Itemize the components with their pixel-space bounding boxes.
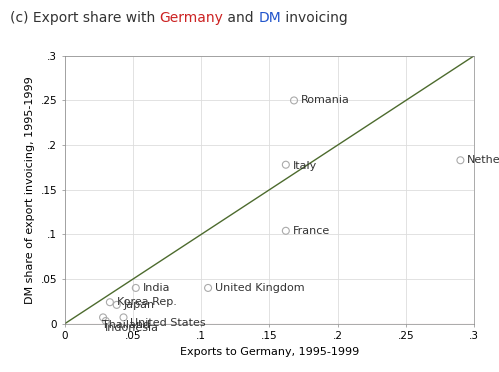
Text: Netherlands: Netherlands (467, 155, 499, 165)
Point (204, 285, 212, 291)
X-axis label: Exports to Germany, 1995-1999: Exports to Germany, 1995-1999 (180, 347, 359, 357)
Text: Romania: Romania (301, 96, 350, 105)
Text: United Kingdom: United Kingdom (215, 283, 304, 293)
Text: France: France (292, 226, 330, 236)
Point (282, 228, 290, 234)
Point (102, 318, 110, 324)
Text: invoicing: invoicing (281, 11, 348, 25)
Text: Italy: Italy (292, 161, 317, 171)
Point (113, 302, 121, 308)
Point (457, 157, 465, 163)
Point (99, 314, 107, 320)
Point (106, 299, 114, 305)
Text: Indonesia: Indonesia (104, 323, 158, 333)
Text: DM: DM (258, 11, 281, 25)
Text: Korea Rep.: Korea Rep. (117, 297, 177, 307)
Point (132, 285, 140, 291)
Text: (c) Export share with: (c) Export share with (10, 11, 160, 25)
Point (282, 162, 290, 168)
Text: Germany: Germany (160, 11, 224, 25)
Point (120, 314, 128, 320)
Text: India: India (143, 283, 170, 293)
Y-axis label: DM share of export invoicing, 1995-1999: DM share of export invoicing, 1995-1999 (25, 76, 35, 304)
Text: and: and (224, 11, 258, 25)
Text: Thailand: Thailand (102, 320, 150, 330)
Point (290, 97, 298, 103)
Text: Japan: Japan (124, 300, 155, 310)
Text: United States: United States (130, 318, 206, 328)
